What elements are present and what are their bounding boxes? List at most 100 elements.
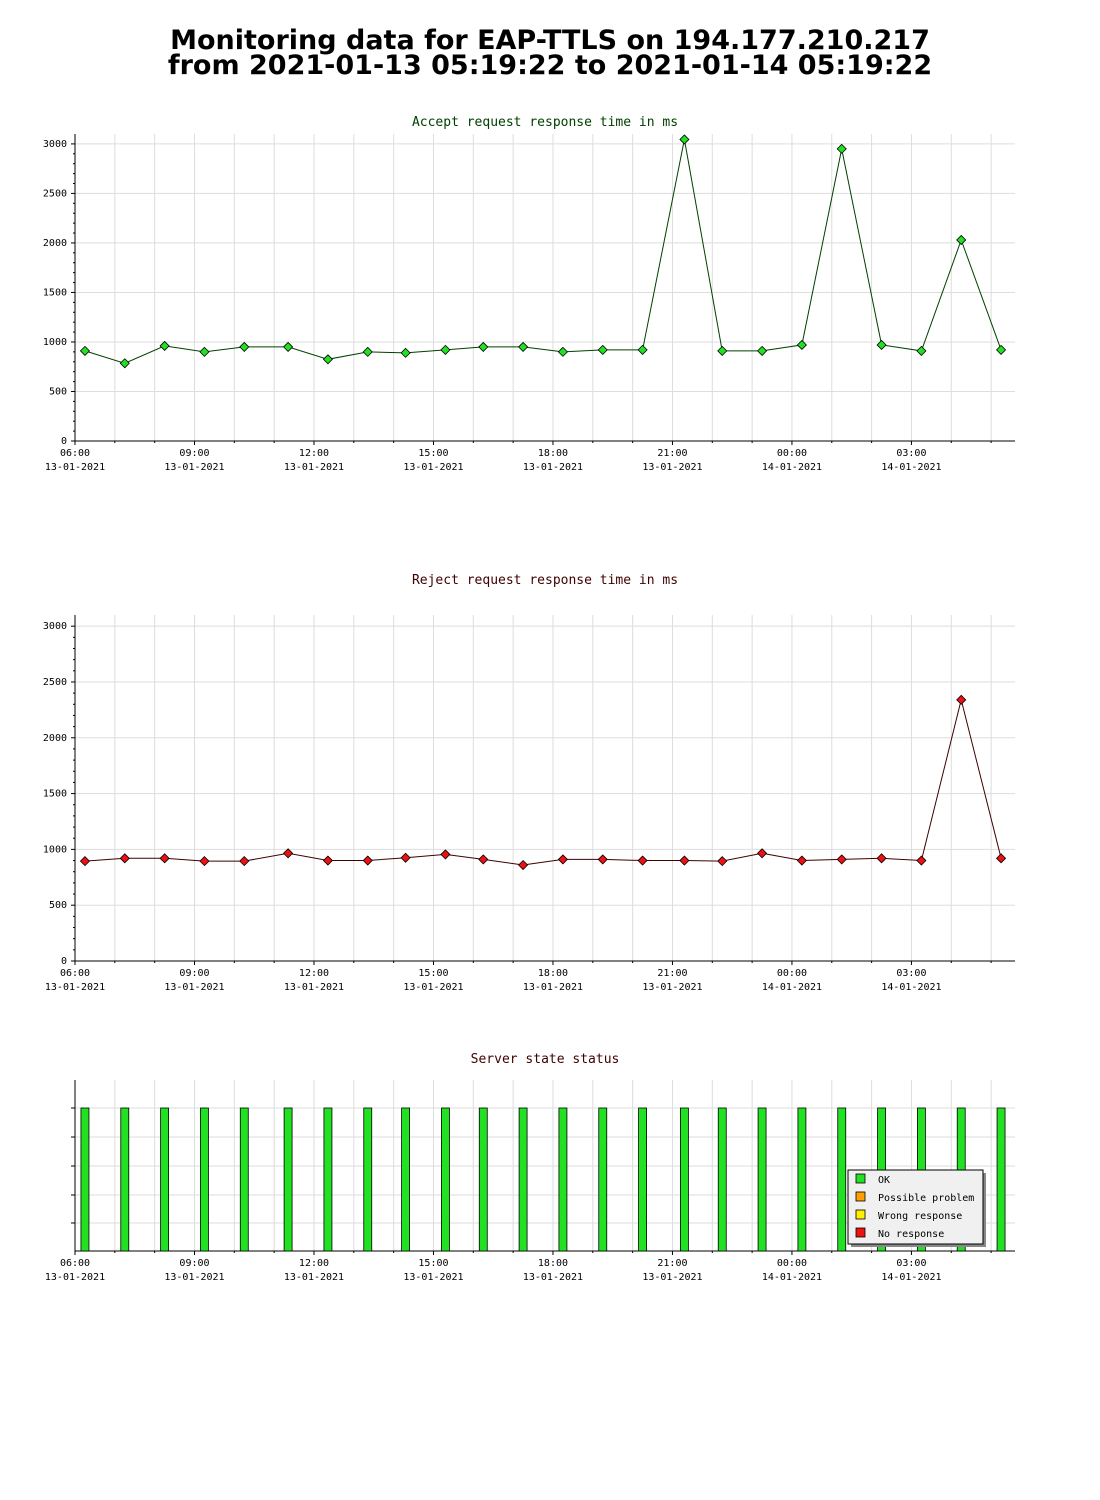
data-point — [836, 143, 847, 154]
legend-swatch — [855, 1227, 866, 1238]
data-point — [679, 134, 690, 145]
data-point — [876, 853, 887, 864]
status-chart: Server state status 06:00 13-01-2021 09:00 1… — [45, 1052, 1015, 1283]
legend-label: OK — [878, 1175, 890, 1186]
data-point — [322, 855, 333, 866]
x-tick-label-time: 12:00 — [299, 968, 329, 979]
status-bar — [200, 1107, 209, 1252]
x-tick-label-time: 00:00 — [777, 1258, 807, 1269]
x-tick-label-date: 13-01-2021 — [403, 1272, 463, 1283]
x-tick-label-date: 13-01-2021 — [523, 1272, 583, 1283]
data-point — [757, 848, 768, 859]
x-tick-label-date: 13-01-2021 — [284, 982, 344, 993]
status-bar — [363, 1107, 373, 1252]
reject-chart: Reject request response time in ms 0 500 10… — [43, 573, 1015, 993]
x-tick-label-time: 09:00 — [179, 1258, 209, 1269]
page-title-line-2: from 2021-01-13 05:19:22 to 2021-01-14 0… — [167, 50, 933, 81]
x-tick-label-time: 03:00 — [896, 1258, 926, 1269]
status-bar — [401, 1107, 410, 1252]
legend-label: Wrong response — [878, 1211, 962, 1222]
data-point — [239, 856, 250, 867]
x-tick-label-date: 13-01-2021 — [45, 1272, 105, 1283]
page-title-line-1: Monitoring data for EAP-TTLS on 194.177.… — [170, 25, 930, 56]
data-point — [362, 346, 373, 357]
data-point — [478, 854, 489, 865]
data-point — [597, 854, 608, 865]
data-point — [637, 855, 648, 866]
x-tick-label-date: 13-01-2021 — [284, 462, 344, 473]
x-tick-label-time: 15:00 — [418, 968, 448, 979]
y-tick-label: 1000 — [43, 337, 67, 348]
data-point — [717, 345, 728, 356]
y-tick-label: 3000 — [43, 621, 67, 632]
data-point — [199, 856, 210, 867]
x-tick-label-date: 14-01-2021 — [881, 462, 941, 473]
status-bar — [323, 1107, 333, 1252]
status-bar — [680, 1107, 689, 1252]
data-point — [518, 341, 529, 352]
y-tick-label: 3000 — [43, 139, 67, 150]
data-point — [478, 341, 489, 352]
data-point — [597, 344, 608, 355]
data-point — [637, 344, 648, 355]
data-point — [679, 855, 690, 866]
x-tick-label-time: 15:00 — [418, 1258, 448, 1269]
x-tick-label-time: 00:00 — [777, 448, 807, 459]
data-point — [916, 855, 927, 866]
status-bar — [478, 1107, 488, 1252]
data-point — [362, 855, 373, 866]
status-bar — [757, 1107, 767, 1252]
data-point — [283, 341, 294, 352]
y-tick-label: 0 — [61, 956, 67, 967]
x-tick-label-date: 13-01-2021 — [642, 462, 702, 473]
x-tick-label-time: 18:00 — [538, 968, 568, 979]
status-bar — [518, 1107, 528, 1252]
x-tick-label-date: 13-01-2021 — [523, 982, 583, 993]
chart-title: Server state status — [471, 1052, 620, 1067]
data-point — [283, 848, 294, 859]
status-bar — [996, 1107, 1006, 1252]
x-tick-label-date: 13-01-2021 — [45, 462, 105, 473]
x-tick-label-date: 13-01-2021 — [164, 1272, 224, 1283]
x-tick-label-time: 12:00 — [299, 1258, 329, 1269]
data-point — [159, 340, 170, 351]
legend-label: No response — [878, 1229, 944, 1240]
x-tick-label-time: 03:00 — [896, 448, 926, 459]
data-point — [557, 346, 568, 357]
data-point — [518, 859, 529, 871]
x-tick-label-time: 09:00 — [179, 968, 209, 979]
status-bar — [638, 1107, 647, 1252]
status-bar — [160, 1107, 170, 1252]
x-tick-label-date: 13-01-2021 — [642, 982, 702, 993]
data-point — [440, 849, 451, 860]
y-tick-label: 1000 — [43, 844, 67, 855]
data-point — [119, 358, 130, 369]
x-tick-label-date: 13-01-2021 — [523, 462, 583, 473]
x-tick-label-time: 06:00 — [60, 1258, 90, 1269]
x-tick-label-time: 03:00 — [896, 968, 926, 979]
x-tick-label-date: 14-01-2021 — [762, 1272, 822, 1283]
data-point — [199, 346, 210, 357]
data-point — [79, 856, 91, 867]
y-tick-label: 0 — [61, 436, 67, 447]
data-point — [956, 234, 967, 246]
x-tick-label-time: 06:00 — [60, 448, 90, 459]
status-bar — [558, 1107, 568, 1252]
legend-swatch — [855, 1173, 866, 1184]
y-tick-label: 2000 — [43, 238, 67, 249]
y-tick-label: 2500 — [43, 188, 67, 199]
x-tick-label-time: 09:00 — [179, 448, 209, 459]
data-point — [796, 855, 807, 866]
x-tick-label-date: 13-01-2021 — [164, 462, 224, 473]
x-tick-label-time: 12:00 — [299, 448, 329, 459]
legend-label: Possible problem — [878, 1193, 974, 1204]
data-point — [119, 853, 130, 864]
y-tick-label: 2000 — [43, 733, 67, 744]
chart-title: Accept request response time in ms — [412, 115, 678, 130]
status-bar — [797, 1107, 807, 1252]
x-tick-label-date: 14-01-2021 — [881, 1272, 941, 1283]
x-tick-label-time: 15:00 — [418, 448, 448, 459]
data-point — [79, 345, 91, 356]
status-bar — [598, 1107, 608, 1252]
